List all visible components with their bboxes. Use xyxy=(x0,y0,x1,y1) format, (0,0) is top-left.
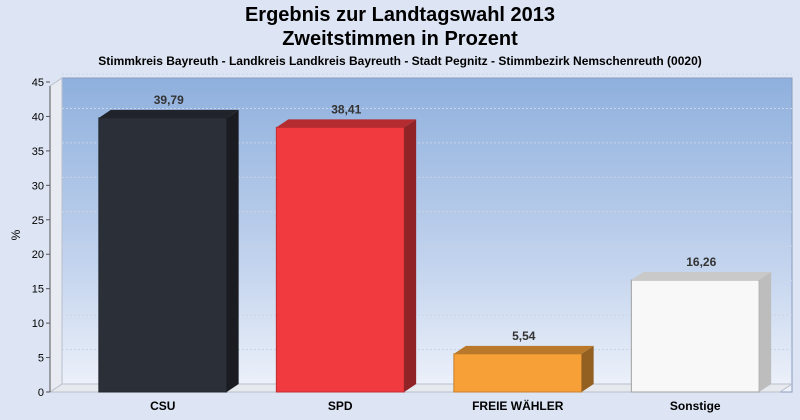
y-tick-label: 0 xyxy=(38,387,44,399)
chart-title: Ergebnis zur Landtagswahl 2013 xyxy=(244,4,556,26)
bars: 39,79 CSU 38,41 SPD 5,54 FREIE WÄHLER 16,26 Son… xyxy=(98,93,772,413)
bar xyxy=(275,119,417,393)
y-tick-label: 25 xyxy=(32,215,44,227)
bar-side xyxy=(581,345,594,392)
x-tick-label: SPD xyxy=(328,399,353,413)
bar xyxy=(453,345,594,393)
y-tick-label: 15 xyxy=(32,284,44,296)
bar-top xyxy=(276,119,417,128)
y-tick-label: 5 xyxy=(38,353,44,365)
chart-subtitle: Stimmkreis Bayreuth - Landkreis Landkrei… xyxy=(98,54,702,68)
bar-top xyxy=(98,109,239,118)
y-tick-label: 10 xyxy=(32,318,44,330)
y-tick-label: 45 xyxy=(32,77,44,89)
chart-title-line2: Zweitstimmen in Prozent xyxy=(282,28,518,50)
x-tick-label: Sonstige xyxy=(670,399,721,413)
bar-top xyxy=(453,345,594,354)
y-axis-label: % xyxy=(9,229,23,240)
plot-sidewall xyxy=(49,77,63,393)
bar xyxy=(630,271,772,393)
bar-value-label: 39,79 xyxy=(154,93,184,107)
y-tick-label: 35 xyxy=(32,146,44,158)
bar-front xyxy=(453,353,583,393)
y-tick-label: 20 xyxy=(32,249,44,261)
bar-top xyxy=(631,271,772,280)
bar-side xyxy=(759,271,772,392)
bar-side xyxy=(226,109,239,392)
bar-front xyxy=(630,279,760,393)
x-tick-label: FREIE WÄHLER xyxy=(472,398,564,413)
x-tick-label: CSU xyxy=(150,399,175,413)
y-tick-label: 40 xyxy=(32,111,44,123)
bar-value-label: 5,54 xyxy=(512,329,536,343)
y-axis: 0 5 10 15 20 25 30 35 40 45 xyxy=(32,77,51,399)
bar-front xyxy=(275,126,405,393)
bar xyxy=(98,109,239,393)
bar-front xyxy=(98,117,228,393)
bar-value-label: 38,41 xyxy=(331,102,361,116)
bar-side xyxy=(404,119,417,393)
y-tick-label: 30 xyxy=(32,180,44,192)
bar-value-label: 16,26 xyxy=(686,255,716,269)
